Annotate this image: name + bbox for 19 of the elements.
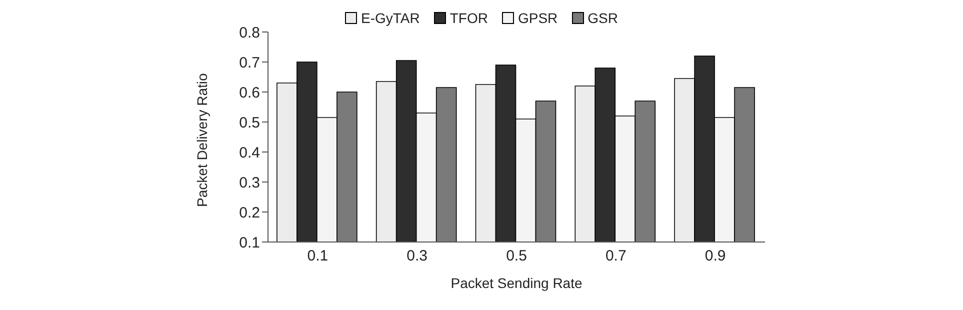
- y-tick-label: 0.3: [239, 174, 260, 192]
- x-tick-label: 0.5: [506, 248, 527, 265]
- x-tick-label: 0.9: [704, 248, 726, 265]
- y-axis-title: Packet Delivery Ratio: [194, 72, 210, 207]
- legend-label: GPSR: [518, 10, 558, 26]
- y-tick-label: 0.5: [239, 114, 260, 132]
- y-tick-label: 0.6: [239, 84, 260, 102]
- y-tick-label: 0.2: [239, 204, 260, 222]
- x-tick-label: 0.7: [605, 248, 626, 265]
- y-tick-label: 0.1: [239, 234, 260, 252]
- legend-label: TFOR: [450, 10, 488, 26]
- y-tick-label: 0.8: [239, 24, 260, 42]
- legend-label: GSR: [588, 10, 618, 26]
- legend-label: E-GyTAR: [361, 10, 420, 26]
- y-tick-label: 0.7: [239, 54, 260, 72]
- x-axis-title: Packet Sending Rate: [450, 275, 582, 291]
- x-tick-label: 0.3: [406, 248, 428, 265]
- x-tick-label: 0.1: [307, 248, 328, 265]
- y-tick-label: 0.4: [239, 144, 260, 162]
